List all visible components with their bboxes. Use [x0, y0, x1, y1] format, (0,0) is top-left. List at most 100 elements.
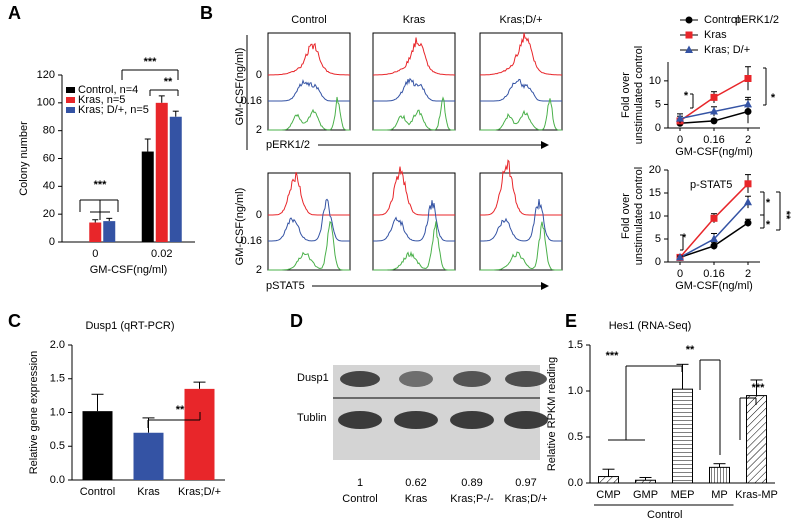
lane-label: Control [342, 493, 377, 505]
flow-y-label: GM-CSF(ng/ml) [234, 188, 246, 266]
blot-band [399, 371, 433, 387]
flow-x-label: pERK1/2 [266, 139, 310, 151]
marker [685, 16, 693, 24]
lane-label: Kras [405, 493, 428, 505]
histogram-trace [373, 166, 455, 216]
legend-label: Kras, n=5 [78, 94, 125, 106]
histogram-trace [268, 198, 350, 242]
column-title: Kras [403, 14, 426, 26]
bar [184, 388, 215, 480]
y-tick-label: 0.0 [568, 477, 583, 489]
marker [685, 45, 693, 53]
panel-label: C [8, 311, 21, 331]
panel-label: E [565, 311, 577, 331]
significance-label: *** [144, 56, 158, 68]
histogram-trace [480, 78, 562, 102]
flow-x-label: pSTAT5 [266, 280, 305, 292]
histogram-frame [479, 172, 563, 271]
x-tick-label: MP [711, 489, 728, 501]
x-tick-label: 2 [745, 268, 751, 280]
y-tick-label: 100 [37, 97, 55, 109]
panel-label: A [8, 3, 21, 23]
x-tick-label: 0.16 [703, 268, 724, 280]
bar [169, 116, 182, 242]
significance-label: ** [164, 76, 173, 88]
marker [710, 242, 718, 250]
y-tick-label: 1.0 [568, 385, 583, 397]
blot-band [338, 411, 382, 429]
level-label: 0 [256, 209, 262, 221]
marker [744, 197, 752, 206]
panel-label: B [200, 3, 213, 23]
marker [710, 107, 718, 115]
histogram-trace [373, 96, 455, 131]
histogram-frame [267, 32, 351, 131]
legend-swatch [66, 97, 75, 103]
y-tick-label: 0.0 [50, 474, 65, 486]
y-tick-label: 60 [43, 152, 55, 164]
panel-label: D [290, 311, 303, 331]
quantification: 0.62 [405, 477, 426, 489]
x-tick-label: 0 [677, 134, 683, 146]
x-tick-label: Control [80, 486, 115, 498]
blot-band [453, 371, 491, 387]
quantification: 0.89 [461, 477, 482, 489]
level-label: 0.16 [241, 95, 262, 107]
flow-y-label: GM-CSF(ng/ml) [234, 48, 246, 126]
y-axis-label: Relative gene expression [28, 351, 40, 475]
histogram-trace [479, 32, 562, 76]
bar [82, 411, 113, 480]
y-axis-label: unstimulated control [633, 167, 645, 265]
marker [710, 234, 718, 242]
y-tick-label: 5 [655, 233, 661, 245]
bar [103, 221, 116, 242]
histogram-trace [268, 96, 350, 131]
legend-label: Control, n=4 [78, 84, 138, 96]
blot-band [340, 371, 380, 387]
histogram-trace [480, 221, 562, 271]
marker [676, 252, 684, 261]
lane-label: Kras;P-/- [450, 493, 494, 505]
significance-label: ** [780, 211, 792, 220]
marker [710, 93, 718, 101]
significance-label: ** [686, 344, 695, 356]
chart-title: Dusp1 (qRT-PCR) [85, 320, 174, 332]
x-axis-label: GM-CSF(ng/ml) [675, 146, 753, 158]
y-tick-label: 10 [649, 75, 661, 87]
significance-label: * [684, 90, 689, 102]
chart-title: Hes1 (RNA-Seq) [609, 320, 692, 332]
column-title: Kras;D/+ [499, 14, 542, 26]
y-tick-label: 0 [49, 236, 55, 248]
bar [598, 476, 619, 484]
blot-band [505, 371, 547, 387]
bar [635, 479, 656, 484]
histogram-trace [373, 200, 455, 242]
band-label: Dusp1 [297, 372, 329, 384]
x-tick-label: 0 [677, 268, 683, 280]
y-tick-label: 15 [649, 187, 661, 199]
significance-label: * [766, 219, 771, 231]
x-axis-label: GM-CSF(ng/ml) [675, 280, 753, 292]
level-label: 0 [256, 69, 262, 81]
histogram-trace [268, 42, 350, 76]
level-label: 2 [256, 124, 262, 136]
legend-label: Kras; D/+, n=5 [78, 104, 149, 116]
bar [672, 388, 693, 484]
significance-label: * [766, 197, 771, 209]
y-tick-label: 1.0 [50, 406, 65, 418]
x-tick-label: 0 [92, 248, 98, 260]
histogram-trace [480, 159, 562, 216]
marker [744, 219, 752, 227]
group-label: Control [647, 509, 682, 521]
histogram-trace [268, 220, 350, 271]
marker [744, 75, 752, 82]
significance-label: * [771, 92, 776, 104]
x-tick-label: Kras;D/+ [178, 486, 221, 498]
bar [89, 222, 102, 242]
x-tick-label: 0.16 [703, 134, 724, 146]
x-tick-label: 0.02 [151, 248, 172, 260]
histogram-trace [268, 78, 350, 102]
histogram-trace [373, 221, 455, 271]
column-title: Control [291, 14, 326, 26]
